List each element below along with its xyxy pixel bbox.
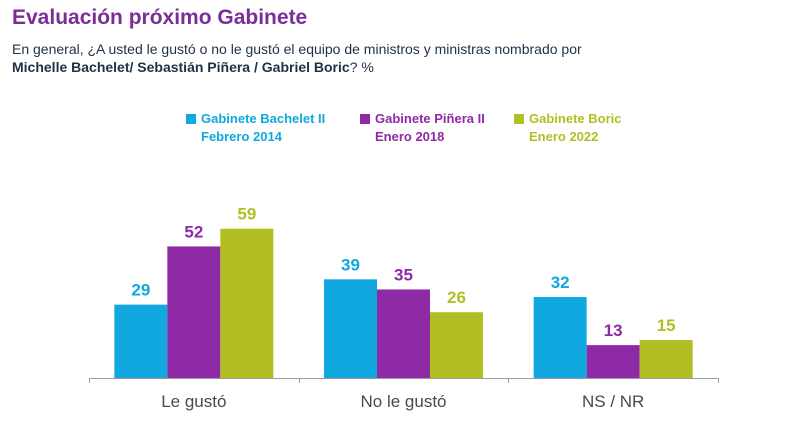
legend-item-bachelet: Gabinete Bachelet II Febrero 2014 [186, 110, 325, 146]
legend-item-pinera: Gabinete Piñera II Enero 2018 [360, 110, 485, 146]
bar [324, 279, 377, 378]
x-tick-label: No le gustó [361, 392, 447, 411]
bar [167, 246, 221, 378]
bar [533, 297, 587, 378]
bar [586, 345, 640, 378]
x-tick-label: NS / NR [582, 392, 644, 411]
data-label: 26 [447, 288, 466, 307]
data-label: 39 [341, 255, 360, 274]
subtitle-suffix: ? % [349, 59, 374, 75]
data-label: 35 [394, 265, 413, 284]
chart-title: Evaluación próximo Gabinete [12, 6, 308, 29]
bar [114, 304, 168, 378]
bar [220, 228, 274, 378]
subtitle-prefix: En general, ¿A usted le gustó o no le gu… [12, 41, 582, 57]
bar [639, 340, 693, 378]
legend-swatch-pinera [360, 114, 370, 124]
legend-label-bachelet: Gabinete Bachelet II Febrero 2014 [201, 111, 326, 144]
data-label: 32 [551, 273, 570, 292]
legend-swatch-boric [514, 114, 524, 124]
data-label: 52 [184, 222, 203, 241]
data-label: 15 [657, 316, 676, 335]
bar [430, 312, 483, 378]
x-tick-label: Le gustó [161, 392, 226, 411]
bar [377, 289, 430, 378]
legend-item-boric: Gabinete Boric Enero 2022 [514, 110, 621, 146]
data-label: 29 [131, 281, 150, 300]
chart-subtitle: En general, ¿A usted le gustó o no le gu… [12, 40, 652, 76]
legend-label-boric: Gabinete Boric Enero 2022 [529, 111, 622, 144]
legend-swatch-bachelet [186, 114, 196, 124]
subtitle-names: Michelle Bachelet/ Sebastián Piñera / Ga… [12, 59, 350, 75]
legend-label-pinera: Gabinete Piñera II Enero 2018 [375, 111, 485, 144]
data-label: 13 [604, 321, 623, 340]
data-label: 59 [237, 205, 256, 224]
